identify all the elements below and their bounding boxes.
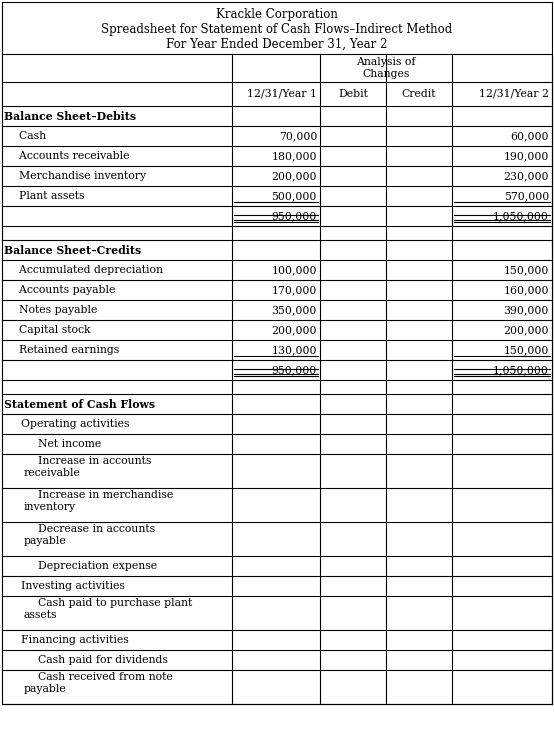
Text: 390,000: 390,000	[504, 305, 549, 315]
Text: Decrease in accounts
payable: Decrease in accounts payable	[24, 524, 155, 545]
Text: Cash received from note
payable: Cash received from note payable	[24, 672, 173, 694]
Text: Accounts payable: Accounts payable	[12, 285, 115, 295]
Text: For Year Ended December 31, Year 2: For Year Ended December 31, Year 2	[166, 37, 388, 50]
Text: Net income: Net income	[24, 439, 101, 449]
Text: 200,000: 200,000	[271, 171, 317, 181]
Text: 160,000: 160,000	[504, 285, 549, 295]
Text: 200,000: 200,000	[504, 325, 549, 335]
Text: Increase in merchandise
inventory: Increase in merchandise inventory	[24, 490, 173, 512]
Text: Accounts receivable: Accounts receivable	[12, 151, 130, 161]
Text: 230,000: 230,000	[504, 171, 549, 181]
Text: Debit: Debit	[338, 89, 368, 99]
Text: Spreadsheet for Statement of Cash Flows–Indirect Method: Spreadsheet for Statement of Cash Flows–…	[101, 22, 453, 36]
Text: 570,000: 570,000	[504, 191, 549, 201]
Text: Depreciation expense: Depreciation expense	[24, 561, 157, 571]
Text: Krackle Corporation: Krackle Corporation	[216, 8, 338, 21]
Text: Increase in accounts
receivable: Increase in accounts receivable	[24, 456, 151, 477]
Text: Cash paid for dividends: Cash paid for dividends	[24, 655, 168, 665]
Text: 150,000: 150,000	[504, 345, 549, 355]
Text: Accumulated depreciation: Accumulated depreciation	[12, 265, 163, 275]
Text: 190,000: 190,000	[504, 151, 549, 161]
Text: 1,050,000: 1,050,000	[493, 211, 549, 221]
Text: 500,000: 500,000	[271, 191, 317, 201]
Text: 170,000: 170,000	[271, 285, 317, 295]
Text: Statement of Cash Flows: Statement of Cash Flows	[4, 398, 155, 410]
Text: 950,000: 950,000	[272, 365, 317, 375]
Text: 12/31/Year 2: 12/31/Year 2	[479, 89, 549, 99]
Text: Cash: Cash	[12, 131, 46, 141]
Text: Merchandise inventory: Merchandise inventory	[12, 171, 146, 181]
Text: Cash paid to purchase plant
assets: Cash paid to purchase plant assets	[24, 598, 192, 620]
Text: 60,000: 60,000	[510, 131, 549, 141]
Text: Balance Sheet–Credits: Balance Sheet–Credits	[4, 245, 141, 255]
Text: 70,000: 70,000	[279, 131, 317, 141]
Text: 130,000: 130,000	[271, 345, 317, 355]
Text: Retained earnings: Retained earnings	[12, 345, 119, 355]
Text: Credit: Credit	[402, 89, 436, 99]
Text: 150,000: 150,000	[504, 265, 549, 275]
Text: Capital stock: Capital stock	[12, 325, 91, 335]
Text: Notes payable: Notes payable	[12, 305, 98, 315]
Text: 200,000: 200,000	[271, 325, 317, 335]
Text: Financing activities: Financing activities	[14, 635, 129, 645]
Text: Plant assets: Plant assets	[12, 191, 85, 201]
Text: Balance Sheet–Debits: Balance Sheet–Debits	[4, 110, 136, 122]
Text: 12/31/Year 1: 12/31/Year 1	[247, 89, 317, 99]
Text: 100,000: 100,000	[271, 265, 317, 275]
Text: Operating activities: Operating activities	[14, 419, 130, 429]
Text: 350,000: 350,000	[271, 305, 317, 315]
Text: 950,000: 950,000	[272, 211, 317, 221]
Text: Analysis of
Changes: Analysis of Changes	[356, 57, 416, 79]
Text: 180,000: 180,000	[271, 151, 317, 161]
Text: Investing activities: Investing activities	[14, 581, 125, 591]
Text: 1,050,000: 1,050,000	[493, 365, 549, 375]
